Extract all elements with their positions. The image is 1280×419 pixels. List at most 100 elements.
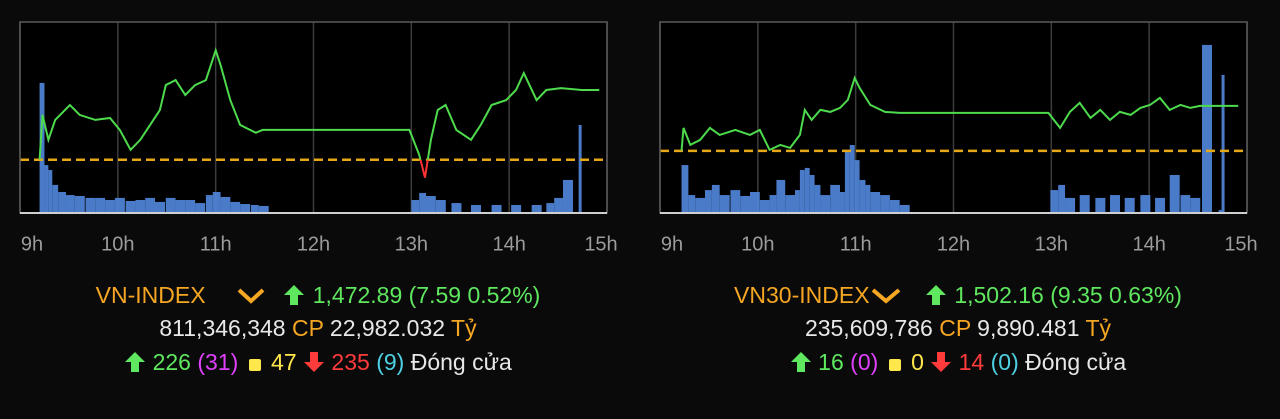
- volume-bar: [865, 184, 871, 213]
- volume-bar: [175, 200, 186, 213]
- dropdown-icon[interactable]: [870, 284, 904, 306]
- index-line: [38, 47, 600, 160]
- down-arrow: [931, 352, 952, 372]
- flat-icon: [248, 359, 261, 371]
- breadth-line: 16 (0) 0 14 (0) Đóng cửa: [640, 347, 1276, 377]
- up-arrow: [925, 285, 946, 305]
- declines: 14: [958, 349, 985, 375]
- volume-bar: [114, 197, 125, 213]
- volume-bar: [240, 204, 251, 213]
- volume-bar: [740, 196, 751, 213]
- volume-bar: [705, 190, 712, 213]
- volume-bar: [820, 195, 831, 213]
- floor: (9): [376, 349, 405, 375]
- volume-bar: [411, 200, 420, 213]
- volume-unit: CP: [291, 315, 324, 341]
- volume-bar: [776, 179, 786, 213]
- volume-bar: [1180, 195, 1191, 213]
- advances: 226: [152, 349, 191, 375]
- volume-bar: [135, 200, 146, 213]
- volume-bar: [1190, 197, 1201, 213]
- up-arrow: [284, 285, 305, 305]
- index-line: VN30-INDEX 1,502.16 (9.35 0.63%): [640, 280, 1276, 310]
- turnover: 22,982.032: [329, 315, 446, 341]
- turnover-unit: Tỷ: [451, 315, 477, 341]
- volume-bar: [719, 195, 730, 213]
- volume-bar: [230, 201, 241, 213]
- floor: (0): [990, 349, 1019, 375]
- volume-bar: [546, 203, 555, 213]
- volume-bar: [258, 205, 269, 213]
- volume-bar: [205, 195, 213, 213]
- volume-bar: [785, 195, 796, 213]
- volume-bar: [809, 174, 815, 213]
- vn-index-panel: 9h 10h 11h 12h 13h 14h 15h VN-INDEX 1,472.89 (…: [0, 21, 636, 375]
- volume-bar: [844, 149, 850, 213]
- up-arrow: [790, 352, 811, 372]
- volume: 235,609,786: [804, 315, 933, 341]
- flat-icon: [888, 359, 901, 371]
- volume-bar: [695, 197, 706, 213]
- x-tick-label: 11h: [200, 233, 232, 255]
- status: Đóng cửa: [1025, 349, 1127, 375]
- volume-bar: [681, 165, 689, 213]
- index-line: VN-INDEX 1,472.89 (7.59 0.52%): [0, 280, 636, 310]
- volume-bar: [105, 200, 115, 213]
- status: Đóng cửa: [410, 349, 512, 375]
- x-tick-label: 9h: [661, 233, 683, 255]
- unchanged: 0: [911, 349, 924, 375]
- x-tick-label: 12h: [937, 233, 970, 255]
- volume-bar: [145, 197, 156, 213]
- x-tick-label: 13h: [1035, 233, 1068, 255]
- chart: 9h 10h 11h 12h 13h 14h 15h: [19, 21, 618, 255]
- volume-bar: [220, 196, 231, 213]
- volume-bar: [58, 191, 66, 213]
- volume-bar: [74, 196, 85, 213]
- volume-bar: [95, 197, 106, 213]
- advances: 16: [818, 349, 844, 375]
- index-change: (7.59 0.52%): [408, 282, 541, 308]
- volume-bar: [880, 195, 890, 213]
- x-tick-label: 13h: [395, 233, 428, 255]
- volume-bar: [531, 204, 542, 213]
- volume-bar: [491, 204, 502, 213]
- volume-bar: [250, 204, 259, 213]
- volume-bar: [889, 200, 900, 213]
- volume-bar: [849, 145, 855, 213]
- x-tick-label: 14h: [1132, 233, 1165, 255]
- index-line: [680, 75, 1239, 151]
- volume-bar: [1140, 195, 1151, 213]
- index-price: 1,502.16: [954, 282, 1044, 308]
- volume-bar: [52, 184, 59, 213]
- up-arrow: [125, 352, 146, 372]
- volume-bar: [1218, 209, 1222, 213]
- volume-bar: [451, 203, 462, 213]
- volume-bar: [1169, 174, 1180, 213]
- ceiling: (0): [850, 349, 879, 375]
- volume-bar: [471, 204, 482, 213]
- volume-bar: [419, 192, 427, 213]
- x-tick-label: 10h: [741, 233, 774, 255]
- dropdown-icon[interactable]: [234, 284, 268, 306]
- down-arrow: [304, 352, 325, 372]
- volume-bar: [212, 191, 221, 213]
- volume-bar: [578, 124, 582, 213]
- volume-bar: [426, 196, 436, 213]
- volume-bar: [554, 197, 563, 213]
- volume-bar: [39, 82, 45, 213]
- volume-unit: CP: [939, 315, 971, 341]
- turnover-unit: Tỷ: [1085, 315, 1112, 341]
- volume-bar: [769, 195, 777, 213]
- volume-bar: [1110, 195, 1121, 213]
- volume-bar: [1058, 184, 1066, 213]
- vn30-index-panel: 9h 10h 11h 12h 13h 14h 15h VN30-INDEX 1,502.16…: [640, 0, 1280, 419]
- x-tick-label: 12h: [297, 233, 330, 255]
- volume-bar: [1079, 195, 1090, 213]
- volume-bar: [195, 203, 206, 213]
- volume-bar: [814, 184, 821, 213]
- x-tick-label: 15h: [1224, 233, 1257, 255]
- volume-bar: [730, 190, 741, 213]
- chart: 9h 10h 11h 12h 13h 14h 15h: [659, 21, 1258, 255]
- declines: 235: [331, 349, 370, 375]
